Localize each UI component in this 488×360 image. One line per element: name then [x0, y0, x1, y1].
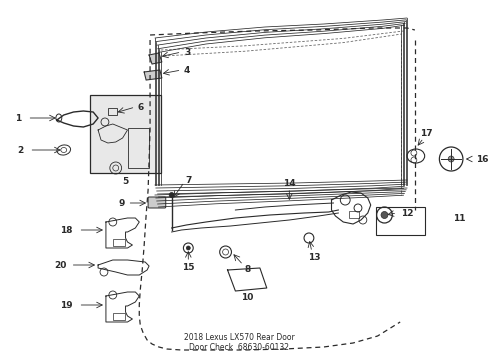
Polygon shape	[144, 70, 162, 80]
Text: 1: 1	[15, 113, 21, 122]
Text: 18: 18	[61, 225, 73, 234]
Text: 2018 Lexus LX570 Rear Door
Door Check  68630-60132: 2018 Lexus LX570 Rear Door Door Check 68…	[183, 333, 294, 352]
Text: 19: 19	[60, 301, 73, 310]
Text: 9: 9	[118, 198, 124, 207]
Text: 20: 20	[55, 261, 67, 270]
Text: 5: 5	[122, 176, 128, 185]
Bar	[375, 207, 424, 235]
Bar	[348, 211, 358, 218]
Text: 10: 10	[241, 293, 253, 302]
Circle shape	[380, 212, 387, 219]
Text: 17: 17	[420, 129, 432, 138]
Text: 11: 11	[452, 213, 465, 222]
Text: 8: 8	[244, 266, 250, 275]
Circle shape	[447, 156, 453, 162]
Bar	[108, 108, 117, 115]
Bar	[113, 313, 124, 320]
Text: 12: 12	[400, 208, 412, 217]
Text: 15: 15	[182, 264, 194, 273]
Text: 6: 6	[137, 103, 143, 112]
Text: 2: 2	[17, 145, 23, 154]
FancyBboxPatch shape	[90, 95, 161, 173]
Polygon shape	[149, 53, 162, 64]
Circle shape	[169, 193, 174, 198]
Text: 3: 3	[184, 48, 190, 57]
Bar	[113, 239, 124, 246]
FancyBboxPatch shape	[148, 197, 165, 208]
Text: 7: 7	[185, 176, 191, 185]
Text: 13: 13	[307, 253, 320, 262]
Circle shape	[186, 246, 190, 250]
Text: 14: 14	[283, 179, 295, 188]
Text: 16: 16	[475, 154, 487, 163]
Bar	[127, 128, 149, 168]
Text: 4: 4	[183, 66, 189, 75]
